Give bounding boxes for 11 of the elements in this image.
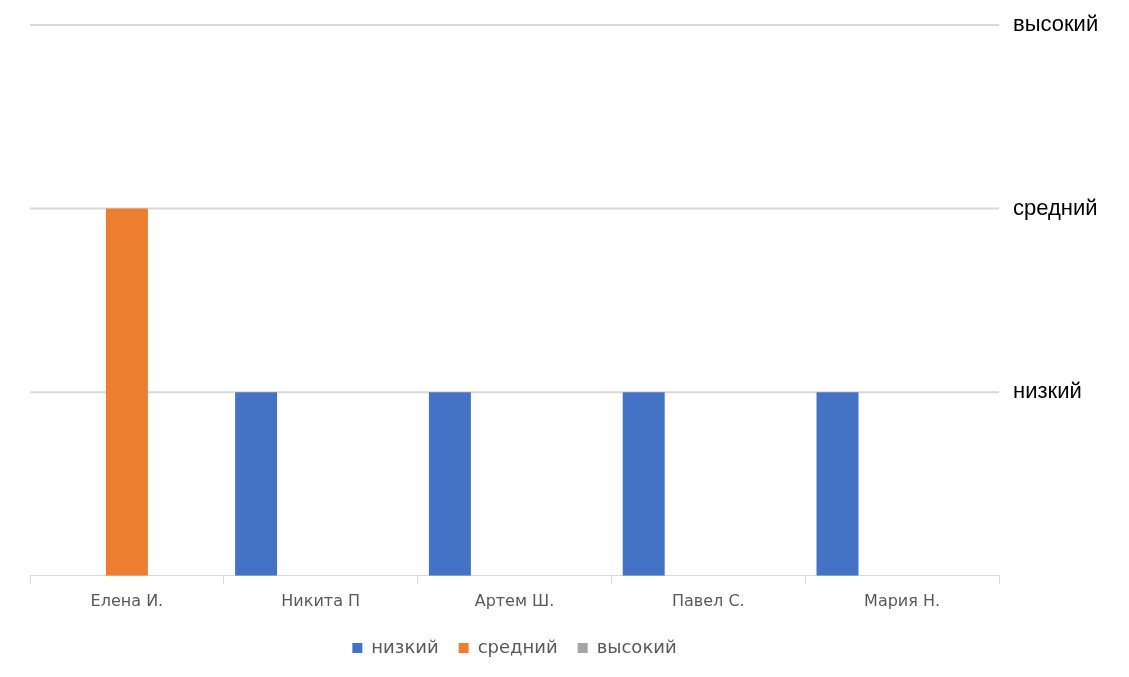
x-tick-label: Артем Ш. xyxy=(474,590,555,610)
legend-label: высокий xyxy=(596,635,677,657)
legend-label: низкий xyxy=(371,635,439,657)
ref-line-label: низкий xyxy=(1013,378,1082,404)
x-tick-label: Елена И. xyxy=(90,590,164,610)
ref-line-label: высокий xyxy=(1013,11,1099,37)
legend-label: средний xyxy=(477,635,558,657)
x-tick-label: Павел С. xyxy=(671,590,745,610)
x-tick-label: Никита П xyxy=(281,590,361,610)
x-tick-label: Мария Н. xyxy=(864,590,941,610)
ref-line-label: средний xyxy=(1013,194,1098,220)
